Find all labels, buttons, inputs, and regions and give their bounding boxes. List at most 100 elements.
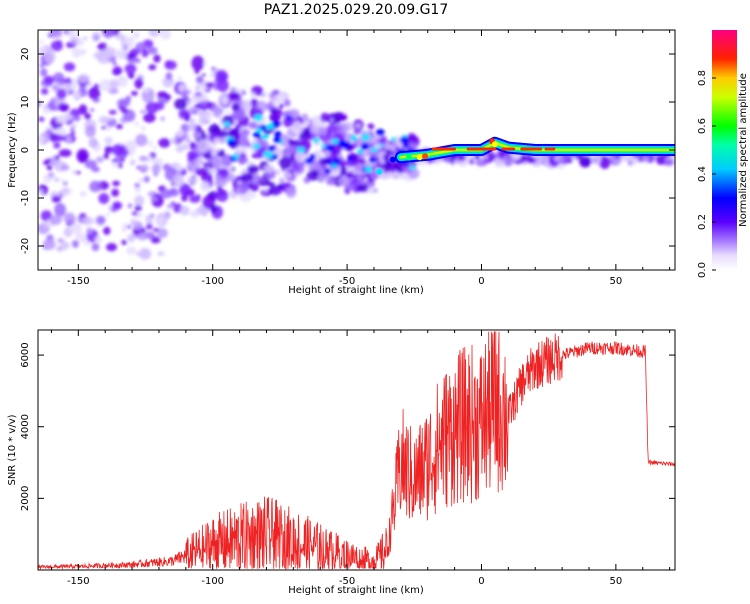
spectral-blob (57, 238, 65, 244)
spectral-blob (138, 155, 148, 162)
spectral-blob (71, 169, 77, 175)
spectral-blob (293, 171, 300, 177)
spectral-hotspot (375, 129, 385, 137)
spectral-hotspot (345, 141, 350, 145)
spectral-blob (221, 154, 233, 168)
spectral-blob (112, 66, 123, 75)
spectral-hotspot (356, 149, 363, 154)
spectral-blob (102, 30, 115, 39)
spectral-blob (76, 148, 89, 164)
spectral-blob (338, 160, 346, 168)
spectral-blob (122, 44, 129, 51)
spectral-blob (240, 128, 250, 137)
spectral-blob (189, 118, 196, 124)
spectral-hotspot (261, 133, 269, 140)
spectral-blob (369, 181, 375, 188)
spectrogram-x-tick-label: 0 (478, 276, 484, 287)
spectral-blob (127, 203, 133, 209)
spectral-blob (66, 136, 72, 143)
spectral-blob (70, 123, 77, 128)
spectral-blob (218, 168, 229, 179)
spectral-blob (177, 76, 183, 81)
spectral-blob (390, 141, 398, 150)
spectral-blob (121, 100, 127, 105)
spectral-blob (134, 78, 144, 89)
spectral-blob (203, 62, 208, 66)
spectral-hotspot (271, 154, 279, 160)
spectral-blob (274, 189, 283, 195)
spectral-blob (184, 115, 191, 122)
spectral-blob (160, 116, 166, 122)
spectral-blob (53, 134, 65, 142)
spectral-hotspot (273, 136, 282, 143)
spectral-blob (204, 114, 212, 122)
spectrogram-blobs (38, 30, 675, 260)
spectral-blob (200, 181, 210, 192)
spectral-blob (139, 109, 147, 114)
spectral-blob (130, 90, 139, 96)
spectral-blob (503, 155, 508, 160)
spectrogram-y-tick-label: 0 (20, 147, 31, 153)
snr-axes: -150 -100 -50 0 50 2000 4000 6000 (20, 330, 675, 587)
spectral-blob (469, 155, 476, 160)
spectral-hotspot (331, 163, 337, 168)
spectral-blob (40, 88, 49, 95)
spectral-blob (79, 190, 87, 198)
spectral-blob (185, 138, 191, 143)
spectral-hotspot (361, 133, 371, 141)
spectral-blob (240, 99, 252, 110)
spectral-blob (105, 212, 110, 217)
spectral-hotspot (297, 146, 305, 154)
spectral-blob (122, 222, 128, 229)
snr-x-tick-label: -150 (67, 576, 90, 587)
spectral-blob (112, 62, 117, 66)
spectrogram-y-tick-label: -10 (20, 190, 31, 206)
spectral-blob (231, 103, 240, 112)
spectral-blob (196, 139, 210, 153)
spectral-blob (383, 142, 392, 150)
spectrogram-y-tick-label: 20 (20, 48, 31, 61)
spectral-blob (209, 204, 218, 213)
spectral-blob (172, 173, 185, 188)
chart-title: PAZ1.2025.029.20.09.G17 (264, 2, 449, 18)
spectral-blob (38, 116, 45, 122)
spectral-hotspot (256, 127, 263, 133)
spectral-hotspot (402, 142, 410, 148)
spectral-blob (145, 223, 153, 230)
spectral-blob (325, 177, 337, 186)
spectral-blob (241, 172, 254, 182)
spectral-blob (91, 242, 100, 252)
spectral-blob (262, 188, 268, 192)
spectral-blob (115, 123, 123, 130)
spectral-blob (165, 60, 172, 66)
spectral-blob (77, 74, 90, 83)
spectral-blob (43, 75, 55, 85)
spectral-blob (592, 156, 599, 164)
spectral-blob (191, 55, 205, 71)
spectrogram-y-tick-label: -20 (20, 238, 31, 254)
spectral-blob (220, 95, 229, 105)
spectral-hotspot (391, 136, 397, 142)
spectral-hotspot (376, 168, 383, 175)
spectral-blob (58, 149, 72, 158)
spectral-blob (38, 39, 44, 44)
spectral-blob (71, 239, 79, 248)
spectral-blob (176, 144, 184, 153)
spectral-blob (53, 177, 60, 183)
spectral-blob (208, 167, 218, 175)
spectral-blob (250, 98, 258, 108)
spectral-blob (363, 177, 368, 182)
spectral-blob (50, 30, 63, 39)
spectral-blob (356, 181, 361, 186)
spectral-blob (278, 103, 284, 109)
spectral-blob (134, 195, 145, 207)
spectral-blob (176, 165, 183, 171)
spectral-blob (192, 130, 202, 139)
spectral-blob (291, 121, 304, 135)
spectral-blob (47, 172, 55, 178)
spectral-blob (157, 91, 168, 98)
spectral-blob (338, 114, 348, 122)
spectral-blob (181, 194, 188, 202)
spectral-blob (111, 161, 119, 168)
spectral-blob (238, 135, 249, 147)
